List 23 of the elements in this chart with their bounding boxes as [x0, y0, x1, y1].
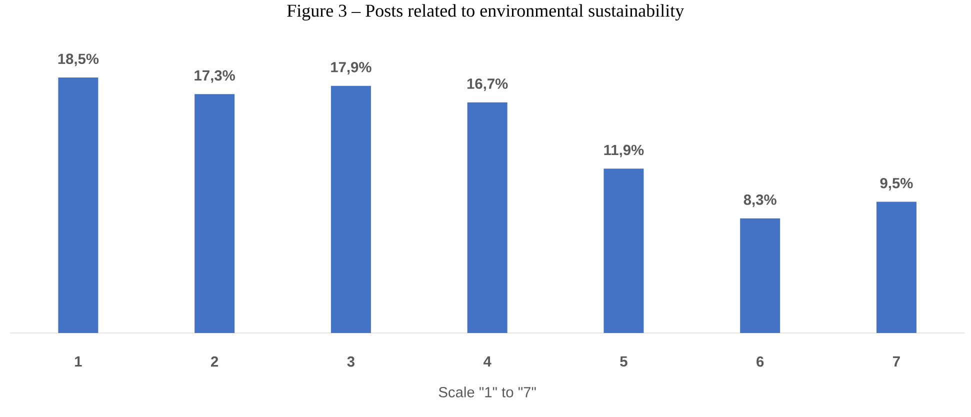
x-tick-label: 5	[620, 356, 628, 367]
x-axis-title: Scale "1" to "7"	[438, 386, 536, 398]
data-label: 18,5%	[58, 54, 99, 66]
bar	[876, 202, 916, 333]
data-label: 9,5%	[880, 178, 913, 190]
x-tick-label: 2	[211, 356, 218, 367]
x-tick-label: 1	[75, 356, 82, 366]
bar	[740, 218, 780, 333]
chart-title: Figure 3 – Posts related to environmental sustainability	[287, 4, 684, 21]
data-label: 11,9%	[604, 144, 644, 158]
x-tick-label: 6	[756, 356, 764, 367]
x-tick-label: 3	[347, 356, 355, 367]
bar	[604, 168, 644, 333]
data-label: 8,3%	[744, 194, 776, 208]
data-label: 16,7%	[467, 78, 508, 92]
bar	[467, 102, 508, 333]
bar	[58, 78, 98, 333]
x-tick-label: 7	[893, 356, 900, 366]
x-tick-label: 4	[483, 356, 492, 366]
bar	[194, 94, 235, 333]
bar	[330, 86, 371, 333]
data-label: 17,9%	[331, 62, 372, 74]
data-label: 17,3%	[194, 70, 235, 83]
